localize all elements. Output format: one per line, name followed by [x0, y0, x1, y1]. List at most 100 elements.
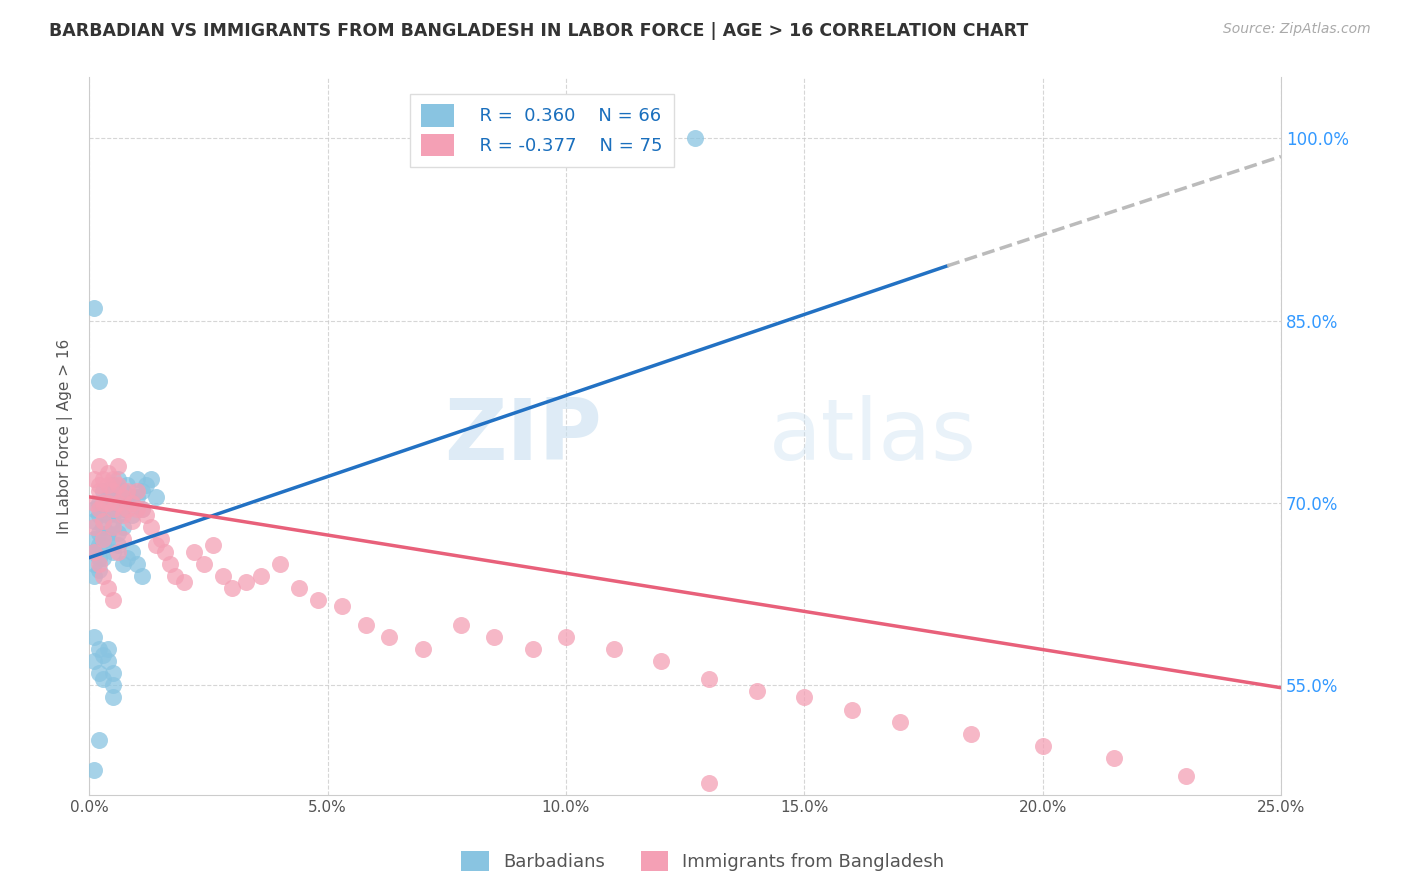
Point: [412, 641, 434, 656]
Point: [107, 496, 129, 510]
Point: [650, 654, 672, 668]
Point: [101, 690, 124, 705]
Point: [97, 477, 120, 491]
Point: [131, 502, 153, 516]
Point: [202, 539, 225, 553]
Point: [107, 459, 129, 474]
Point: [111, 557, 134, 571]
Point: [330, 599, 353, 614]
Point: [211, 569, 233, 583]
Point: [378, 630, 401, 644]
Point: [107, 526, 129, 541]
Legend:   R =  0.360    N = 66,   R = -0.377    N = 75: R = 0.360 N = 66, R = -0.377 N = 75: [411, 94, 673, 167]
Point: [131, 502, 153, 516]
Point: [87, 375, 110, 389]
Point: [97, 641, 120, 656]
Point: [101, 477, 124, 491]
Point: [97, 490, 120, 504]
Point: [111, 508, 134, 522]
Y-axis label: In Labor Force | Age > 16: In Labor Force | Age > 16: [58, 338, 73, 533]
Point: [450, 617, 472, 632]
Point: [93, 569, 115, 583]
Point: [97, 581, 120, 595]
Point: [145, 539, 167, 553]
Point: [101, 496, 124, 510]
Point: [87, 502, 110, 516]
Point: [83, 514, 105, 528]
Point: [139, 472, 162, 486]
Point: [83, 520, 105, 534]
Point: [87, 666, 110, 681]
Point: [101, 593, 124, 607]
Point: [149, 533, 172, 547]
Point: [288, 581, 311, 595]
Point: [1102, 751, 1125, 765]
Point: [83, 654, 105, 668]
Point: [121, 514, 143, 528]
Point: [554, 630, 576, 644]
Point: [87, 539, 110, 553]
Text: Source: ZipAtlas.com: Source: ZipAtlas.com: [1223, 22, 1371, 37]
Point: [87, 550, 110, 565]
Point: [101, 502, 124, 516]
Point: [683, 131, 706, 145]
Point: [1032, 739, 1054, 753]
Point: [173, 574, 195, 589]
Point: [83, 630, 105, 644]
Point: [93, 550, 115, 565]
Point: [83, 301, 105, 316]
Point: [111, 520, 134, 534]
Point: [1174, 769, 1197, 783]
Point: [97, 654, 120, 668]
Point: [121, 490, 143, 504]
Point: [83, 544, 105, 558]
Point: [93, 648, 115, 662]
Point: [125, 502, 148, 516]
Text: atlas: atlas: [769, 394, 977, 477]
Point: [889, 714, 911, 729]
Point: [163, 569, 186, 583]
Point: [135, 508, 157, 522]
Point: [117, 477, 139, 491]
Point: [93, 672, 115, 686]
Point: [121, 508, 143, 522]
Point: [97, 533, 120, 547]
Point: [602, 641, 624, 656]
Point: [107, 472, 129, 486]
Point: [107, 477, 129, 491]
Point: [93, 472, 115, 486]
Point: [87, 496, 110, 510]
Point: [125, 483, 148, 498]
Point: [101, 483, 124, 498]
Point: [117, 483, 139, 498]
Point: [87, 526, 110, 541]
Point: [117, 550, 139, 565]
Point: [93, 520, 115, 534]
Point: [960, 727, 983, 741]
Point: [155, 544, 177, 558]
Point: [697, 672, 720, 686]
Point: [697, 775, 720, 789]
Point: [83, 496, 105, 510]
Point: [101, 544, 124, 558]
Point: [87, 483, 110, 498]
Point: [87, 733, 110, 747]
Legend: Barbadians, Immigrants from Bangladesh: Barbadians, Immigrants from Bangladesh: [454, 844, 952, 879]
Point: [87, 563, 110, 577]
Point: [111, 502, 134, 516]
Point: [121, 544, 143, 558]
Point: [131, 483, 153, 498]
Point: [307, 593, 329, 607]
Point: [93, 514, 115, 528]
Point: [269, 557, 291, 571]
Point: [97, 526, 120, 541]
Point: [111, 483, 134, 498]
Point: [235, 574, 257, 589]
Point: [121, 496, 143, 510]
Point: [97, 508, 120, 522]
Point: [145, 490, 167, 504]
Point: [193, 557, 215, 571]
Point: [522, 641, 544, 656]
Point: [117, 496, 139, 510]
Point: [117, 502, 139, 516]
